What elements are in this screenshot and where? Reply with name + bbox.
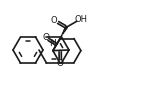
Text: OH: OH (75, 15, 88, 24)
Text: O: O (51, 16, 58, 25)
Text: O: O (57, 59, 64, 68)
Text: N: N (50, 39, 56, 48)
Text: O: O (42, 33, 49, 42)
